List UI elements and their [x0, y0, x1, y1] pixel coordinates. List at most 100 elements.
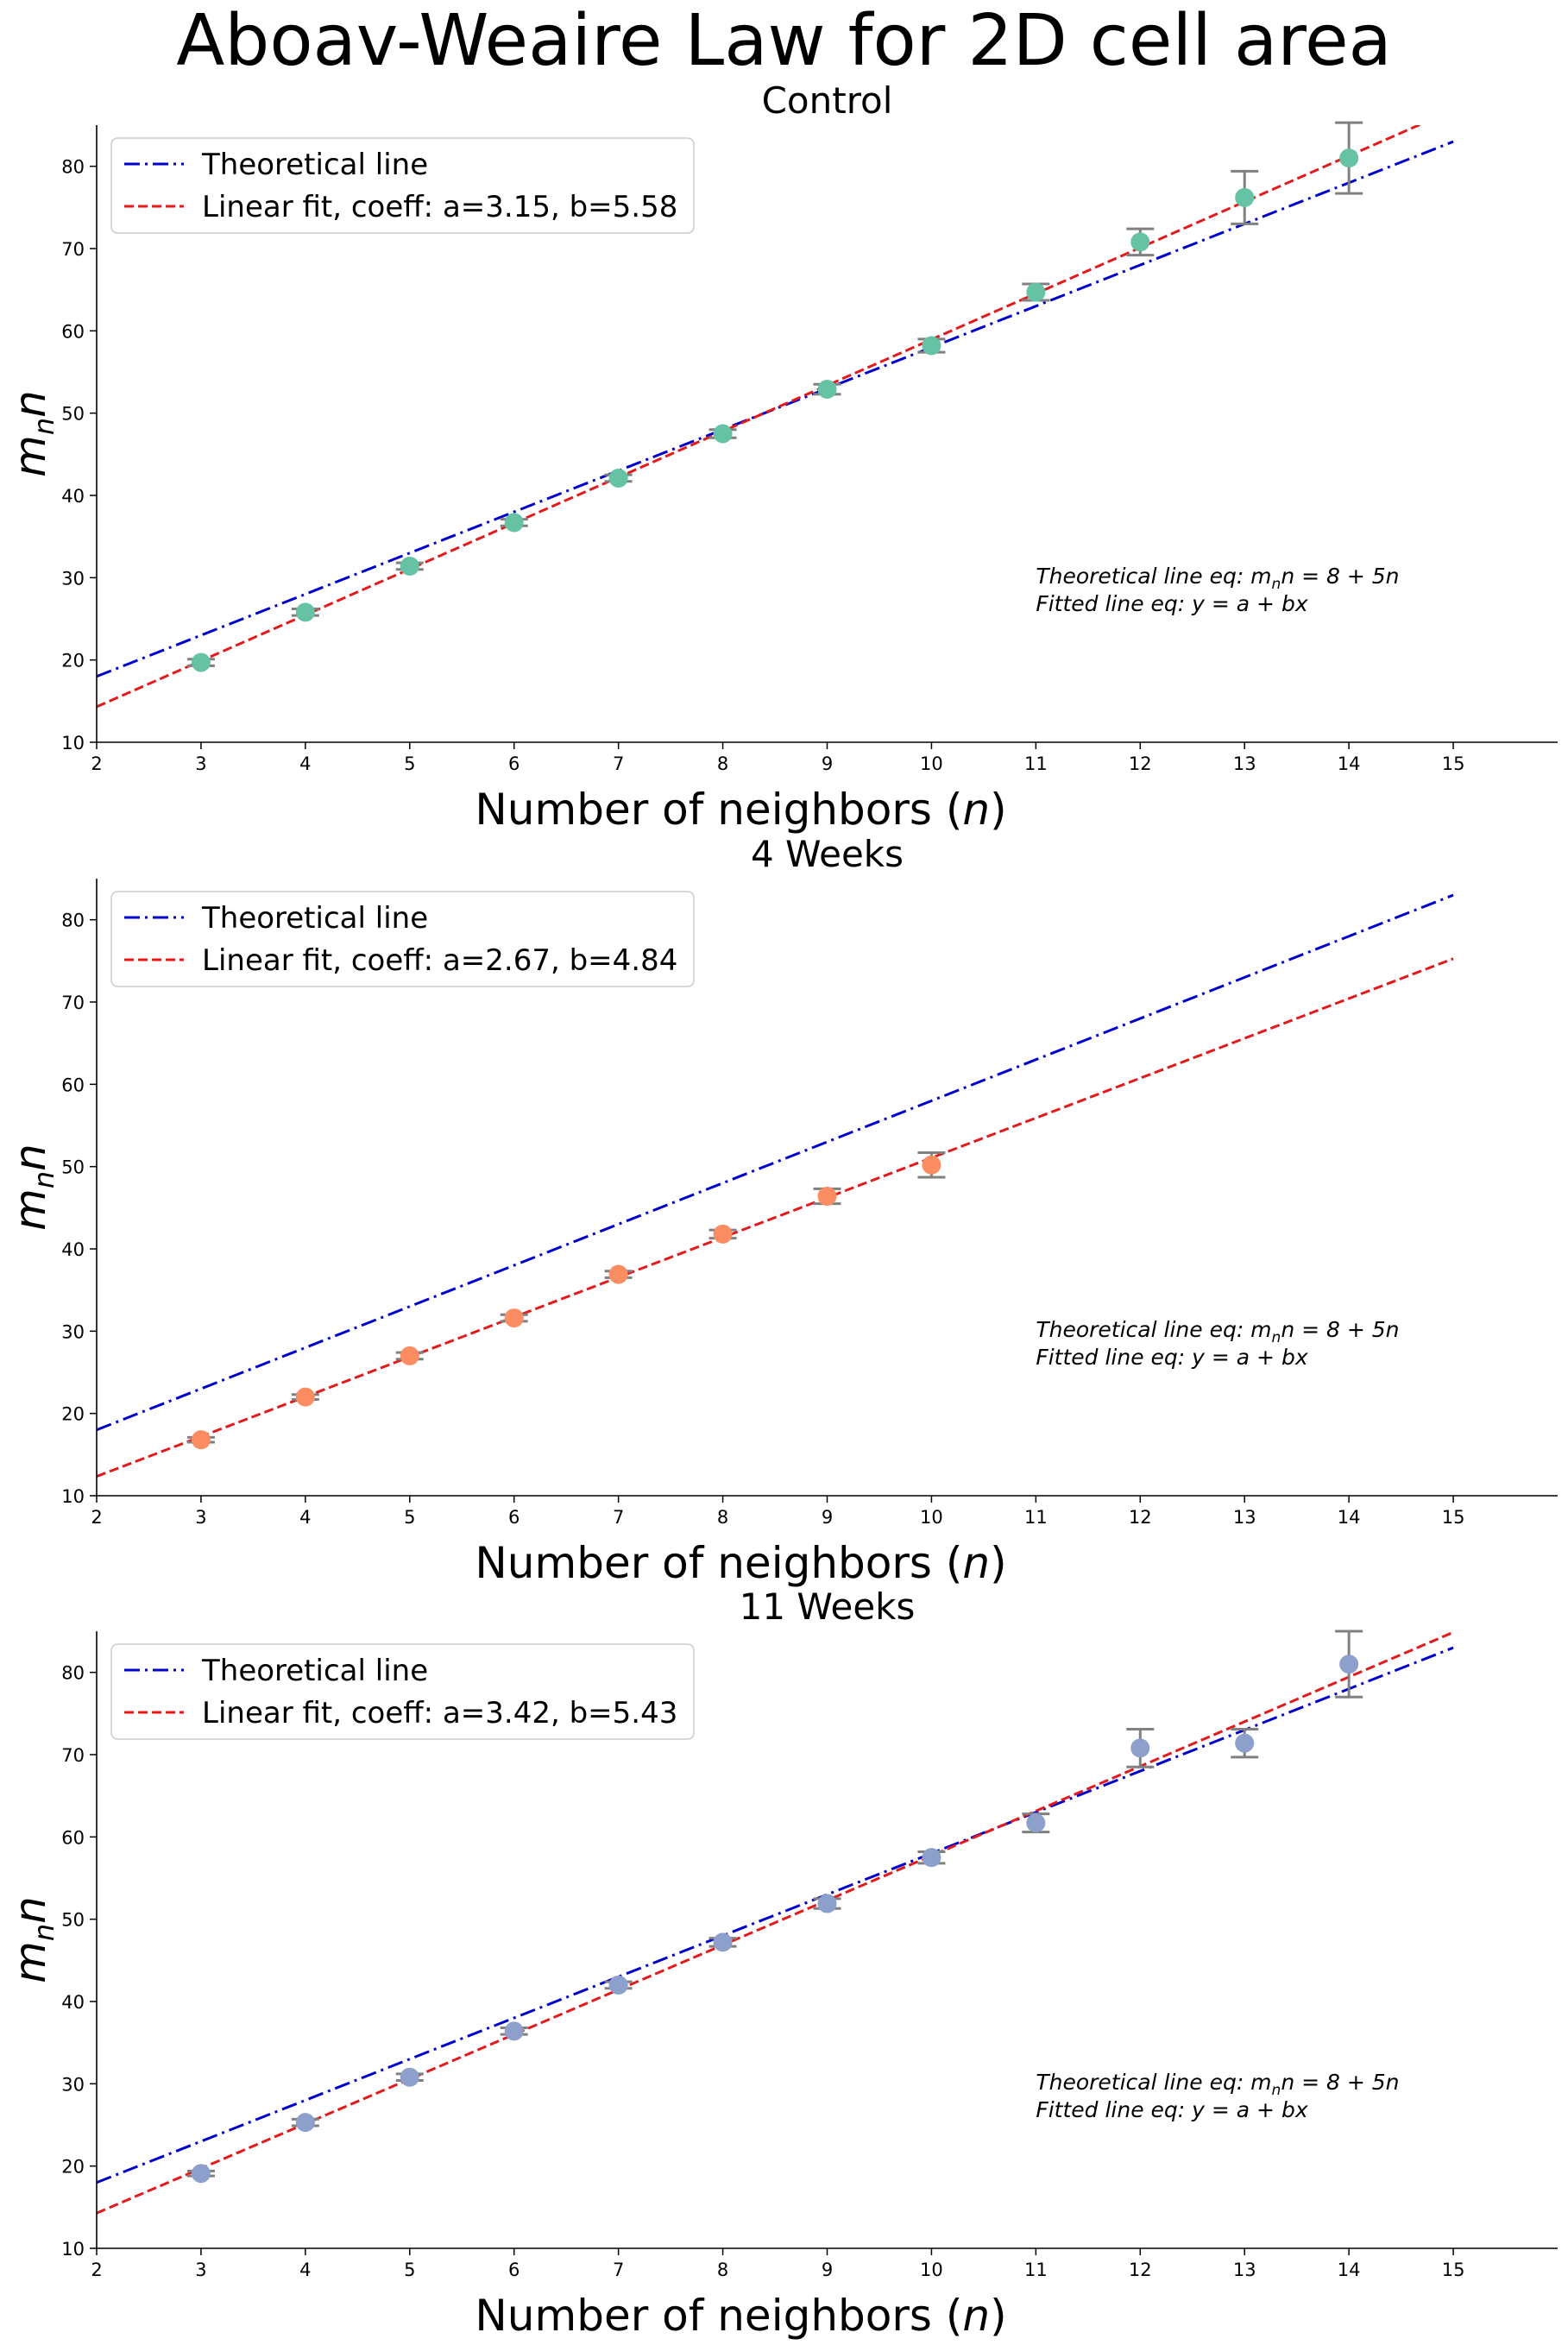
x-tick-label: 10	[920, 1507, 943, 1528]
data-point	[295, 2113, 315, 2133]
y-tick-label: 80	[61, 1663, 85, 1684]
chart-panel-1: Control 2 3 4 5 6 7 8 9 10 11 12 13 14 15 10 20 30 40 50 60 7…	[5, 79, 1558, 835]
x-tick-label: 2	[91, 2260, 102, 2280]
x-tick-label: 5	[404, 2260, 415, 2280]
fit-equation: Fitted line eq: y = a + bx	[1036, 591, 1307, 616]
y-tick-label: 70	[61, 1745, 85, 1766]
y-tick-label: 80	[61, 157, 85, 178]
data-point	[400, 556, 419, 576]
x-axis-label: Number of neighbors (n)	[475, 2291, 1006, 2341]
y-tick-label: 30	[61, 2074, 85, 2095]
x-tick-label: 12	[1129, 1507, 1152, 1528]
y-axis-label: mnn	[5, 1144, 60, 1231]
y-axis-label: mnn	[5, 390, 60, 477]
x-tick-label: 11	[1024, 753, 1048, 774]
x-tick-label: 4	[299, 2260, 311, 2280]
theory-equation: Theoretical line eq: mnn = 8 + 5n	[1036, 1317, 1399, 1346]
x-tick-label: 4	[299, 1507, 311, 1528]
data-point	[1339, 1655, 1359, 1674]
data-point	[608, 1264, 628, 1284]
x-tick-label: 8	[717, 753, 728, 774]
data-point	[400, 1346, 419, 1365]
x-tick-label: 12	[1129, 2260, 1152, 2280]
y-tick-label: 20	[61, 1404, 85, 1425]
data-point	[608, 1975, 628, 1995]
legend-label: Linear fit, coeff: a=3.15, b=5.58	[202, 190, 677, 224]
theoretical-line	[97, 1646, 1454, 2184]
chart-panel-2: 4 Weeks 2 3 4 5 6 7 8 9 10 11 12 13 14 15 10 20 30 40 50 60 7…	[5, 833, 1558, 1588]
x-tick-label: 6	[508, 753, 520, 774]
theoretical-line	[97, 140, 1454, 678]
legend-label: Linear fit, coeff: a=2.67, b=4.84	[202, 943, 677, 978]
x-tick-label: 11	[1024, 2260, 1048, 2280]
data-point	[817, 1186, 837, 1206]
y-tick-label: 10	[61, 1486, 85, 1507]
x-tick-label: 8	[717, 1507, 728, 1528]
x-tick-label: 14	[1338, 2260, 1361, 2280]
data-point	[922, 1155, 941, 1175]
x-tick-label: 2	[91, 1507, 102, 1528]
x-tick-label: 12	[1129, 753, 1152, 774]
y-tick-label: 70	[61, 239, 85, 260]
legend-box	[110, 891, 695, 987]
x-tick-label: 10	[920, 2260, 943, 2280]
x-tick-label: 5	[404, 1507, 415, 1528]
legend-box	[110, 137, 695, 234]
x-tick-label: 15	[1442, 1507, 1465, 1528]
x-tick-label: 10	[920, 753, 943, 774]
data-point	[608, 468, 628, 488]
data-point	[1026, 282, 1046, 302]
fit-line	[97, 957, 1454, 1478]
fit-line	[97, 1631, 1454, 2215]
y-tick-label: 10	[61, 2239, 85, 2260]
y-tick-label: 50	[61, 404, 85, 425]
y-tick-label: 20	[61, 2157, 85, 2178]
x-tick-label: 6	[508, 2260, 520, 2280]
data-point	[713, 424, 733, 444]
x-tick-label: 9	[822, 753, 833, 774]
panel-title: Control	[762, 79, 893, 122]
data-point	[1339, 148, 1359, 168]
theoretical-line	[97, 893, 1454, 1432]
data-point	[504, 2021, 524, 2041]
x-tick-label: 15	[1442, 2260, 1465, 2280]
x-axis-label: Number of neighbors (n)	[475, 1538, 1006, 1588]
legend-label: Theoretical line	[201, 901, 428, 936]
data-point	[191, 1430, 211, 1450]
legend-label: Theoretical line	[201, 1654, 428, 1688]
data-point	[191, 2164, 211, 2184]
legend-label: Theoretical line	[201, 148, 428, 182]
y-axis-label: mnn	[5, 1896, 60, 1983]
x-axis-label: Number of neighbors (n)	[475, 785, 1006, 835]
x-tick-label: 7	[613, 753, 624, 774]
x-tick-label: 5	[404, 753, 415, 774]
x-tick-label: 13	[1233, 2260, 1256, 2280]
y-tick-label: 60	[61, 1827, 85, 1848]
y-tick-label: 10	[61, 733, 85, 753]
data-point	[817, 380, 837, 400]
data-point	[191, 652, 211, 672]
x-tick-label: 14	[1338, 1507, 1361, 1528]
x-tick-label: 2	[91, 753, 102, 774]
x-tick-label: 13	[1233, 753, 1256, 774]
x-tick-label: 3	[195, 1507, 206, 1528]
x-tick-label: 15	[1442, 753, 1465, 774]
y-tick-label: 60	[61, 321, 85, 342]
y-tick-label: 40	[61, 1239, 85, 1260]
y-tick-label: 30	[61, 1321, 85, 1342]
theory-equation: Theoretical line eq: mnn = 8 + 5n	[1036, 2070, 1399, 2099]
x-tick-label: 7	[613, 1507, 624, 1528]
chart-panel-3: 11 Weeks 2 3 4 5 6 7 8 9 10 11 12 13 14 15 10 20 30 40 50 60…	[5, 1585, 1558, 2341]
panel-title: 11 Weeks	[740, 1585, 916, 1628]
x-tick-label: 3	[195, 2260, 206, 2280]
data-point	[1130, 1738, 1150, 1758]
data-point	[922, 336, 941, 356]
y-tick-label: 50	[61, 1157, 85, 1178]
y-tick-label: 80	[61, 911, 85, 931]
x-tick-label: 4	[299, 753, 311, 774]
x-tick-label: 7	[613, 2260, 624, 2280]
data-point	[1026, 1813, 1046, 1833]
x-tick-label: 9	[822, 2260, 833, 2280]
data-point	[817, 1894, 837, 1913]
